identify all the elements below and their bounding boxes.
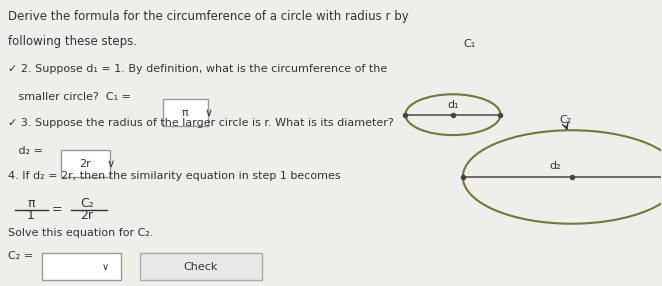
Text: C₂: C₂: [80, 197, 94, 210]
Text: C₁: C₁: [463, 39, 475, 49]
Text: ✓ 2. Suppose d₁ = 1. By definition, what is the circumference of the: ✓ 2. Suppose d₁ = 1. By definition, what…: [8, 64, 387, 74]
Text: following these steps.: following these steps.: [8, 35, 137, 48]
Text: π: π: [182, 108, 189, 118]
Text: =: =: [52, 203, 63, 216]
Text: ✓ 3. Suppose the radius of the larger circle is r. What is its diameter?: ✓ 3. Suppose the radius of the larger ci…: [8, 118, 394, 128]
Text: 2r: 2r: [81, 209, 93, 222]
FancyBboxPatch shape: [42, 253, 121, 280]
Text: Check: Check: [183, 262, 218, 272]
Text: C₂ =: C₂ =: [8, 251, 36, 261]
Text: Derive the formula for the circumference of a circle with radius r by: Derive the formula for the circumference…: [8, 10, 408, 23]
Text: π: π: [27, 197, 35, 210]
Text: Solve this equation for C₂.: Solve this equation for C₂.: [8, 228, 154, 238]
Text: ∨: ∨: [107, 158, 115, 168]
Text: d₂: d₂: [549, 161, 561, 171]
FancyBboxPatch shape: [163, 99, 208, 126]
FancyBboxPatch shape: [61, 150, 110, 177]
FancyBboxPatch shape: [140, 253, 261, 280]
Text: ∨: ∨: [205, 108, 213, 118]
Text: d₂ =: d₂ =: [8, 146, 46, 156]
Text: 1: 1: [27, 209, 35, 222]
Text: C₂: C₂: [559, 115, 571, 125]
Text: ∨: ∨: [101, 262, 109, 272]
Text: smaller circle?  C₁ =: smaller circle? C₁ =: [8, 92, 134, 102]
Text: 2r: 2r: [79, 158, 91, 168]
Text: 4. If d₂ = 2r, then the similarity equation in step 1 becomes: 4. If d₂ = 2r, then the similarity equat…: [8, 171, 341, 181]
Text: d₁: d₁: [447, 100, 459, 110]
